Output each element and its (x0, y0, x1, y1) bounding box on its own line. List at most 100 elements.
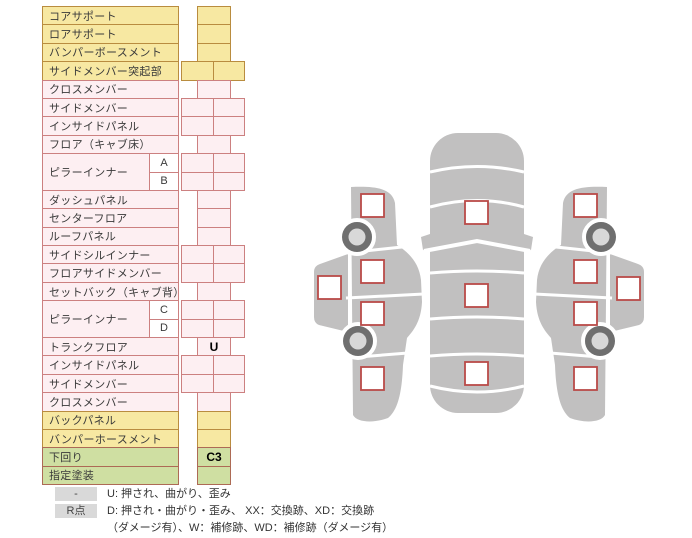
pillar-sub-label: B (149, 171, 179, 191)
part-label: サイドシルインナー (42, 245, 179, 265)
damage-cell-left (181, 318, 214, 339)
part-label: フロア（キャブ床） (42, 134, 179, 155)
part-label: バンパーホースメント (42, 429, 179, 449)
part-label: ダッシュパネル (42, 189, 179, 210)
right-mirror-icon (524, 234, 533, 251)
damage-cell: C3 (197, 447, 231, 467)
damage-cell-left (181, 355, 214, 375)
part-label: インサイドパネル (42, 116, 179, 136)
damage-marker-trunk (464, 361, 489, 386)
inspection-table: コアサポート ロアサポート バンパーボースメント サイドメンバー突起部 クロスメ… (42, 6, 247, 486)
damage-marker-front-fender-right (573, 193, 598, 218)
legend-text: D: 押され・曲がり・歪み、 XX：交換跡、XD：交換跡 (107, 505, 375, 517)
part-label: クロスメンバー (42, 79, 179, 99)
table-row: サイドメンバー突起部 (42, 61, 247, 81)
part-label: サイドメンバー突起部 (42, 61, 179, 81)
table-row: バンパーホースメント (42, 429, 247, 449)
rear-wheel-icon (581, 322, 619, 360)
damage-marker-roof-side-right (616, 276, 641, 301)
table-row: コアサポート (42, 6, 247, 26)
table-row: インサイドパネル (42, 116, 247, 136)
damage-cell-right (212, 373, 245, 394)
damage-cell (197, 42, 231, 63)
table-row: 下回り C3 (42, 447, 247, 467)
part-label: 下回り (42, 447, 179, 467)
pillar-sub-label: C (149, 300, 179, 320)
damage-cell (197, 410, 231, 431)
damage-cell (197, 281, 231, 302)
legend-line: R点 D: 押され・曲がり・歪み、 XX：交換跡、XD：交換跡 (55, 504, 393, 518)
damage-cell (197, 465, 231, 486)
legend-line: - U: 押され、曲がり、歪み (55, 487, 393, 501)
damage-cell-left (181, 171, 214, 191)
damage-code-legend: - U: 押され、曲がり、歪み R点 D: 押され・曲がり・歪み、 XX：交換跡… (55, 487, 393, 538)
damage-cell-right (212, 116, 245, 136)
left-mirror-icon (421, 234, 430, 251)
table-row: サイドシルインナー (42, 245, 247, 265)
damage-cell-right (212, 300, 245, 320)
damage-cell-left (181, 116, 214, 136)
damage-cell-left (181, 97, 214, 118)
front-wheel-icon (338, 218, 376, 256)
damage-cell (197, 79, 231, 99)
rear-wheel-icon (339, 322, 377, 360)
table-row: バックパネル (42, 410, 247, 431)
part-label: セットバック（キャブ背） (42, 281, 184, 302)
legend-text: U: 押され、曲がり、歪み (107, 488, 231, 500)
part-label: インサイドパネル (42, 355, 179, 375)
damage-cell-right (212, 245, 245, 265)
damage-cell-right (212, 263, 245, 283)
table-row-group: ピラーインナー C D (42, 300, 247, 339)
damage-marker-rear-door (360, 301, 385, 326)
damage-cell-right (212, 61, 245, 81)
damage-marker-front-fender (360, 193, 385, 218)
damage-cell (197, 226, 231, 247)
legend-text: （ダメージ有）、W：補修跡、WD：補修跡（ダメージ有） (107, 522, 394, 534)
part-label: クロスメンバー (42, 392, 179, 412)
damage-cell (197, 6, 231, 26)
front-wheel-icon (582, 218, 620, 256)
pillar-sub-label: D (149, 318, 179, 339)
damage-marker-roof (464, 283, 489, 308)
legend-line: （ダメージ有）、W：補修跡、WD：補修跡（ダメージ有） (55, 521, 393, 535)
car-left-side-view (312, 185, 426, 423)
damage-cell (197, 208, 231, 228)
damage-marker-rear-fender (360, 366, 385, 391)
damage-cell-left (181, 263, 214, 283)
damage-cell-left (181, 300, 214, 320)
damage-marker-roof-side (317, 275, 342, 300)
damage-marker-rear-door-right (573, 301, 598, 326)
part-label: ロアサポート (42, 24, 179, 44)
part-label: ピラーインナー (42, 300, 150, 339)
table-row-group: ピラーインナー A B (42, 153, 247, 191)
part-label: コアサポート (42, 6, 179, 26)
table-row: インサイドパネル (42, 355, 247, 375)
table-row: フロア（キャブ床） (42, 134, 247, 155)
damage-cell-left (181, 153, 214, 173)
damage-marker-front-door-right (573, 259, 598, 284)
damage-cell-right (212, 97, 245, 118)
part-label: フロアサイドメンバー (42, 263, 179, 283)
damage-cell-left (181, 245, 214, 265)
damage-cell (197, 134, 231, 155)
part-label: サイドメンバー (42, 97, 179, 118)
legend-badge-rpoint: R点 (55, 504, 97, 518)
part-label: バックパネル (42, 410, 179, 431)
damage-cell (197, 429, 231, 449)
table-row: ロアサポート (42, 24, 247, 44)
damage-marker-front-door (360, 259, 385, 284)
table-row: セットバック（キャブ背） (42, 281, 247, 302)
table-row: クロスメンバー (42, 79, 247, 99)
table-row: トランクフロア U (42, 337, 247, 357)
damage-cell-left (181, 373, 214, 394)
part-label: バンパーボースメント (42, 42, 179, 63)
damage-cell-right (212, 171, 245, 191)
damage-cell: U (197, 337, 231, 357)
part-label: センターフロア (42, 208, 179, 228)
table-row: クロスメンバー (42, 392, 247, 412)
damage-cell (197, 24, 231, 44)
table-row: フロアサイドメンバー (42, 263, 247, 283)
table-row: ダッシュパネル (42, 189, 247, 210)
table-row: バンパーボースメント (42, 42, 247, 63)
damage-cell (197, 392, 231, 412)
